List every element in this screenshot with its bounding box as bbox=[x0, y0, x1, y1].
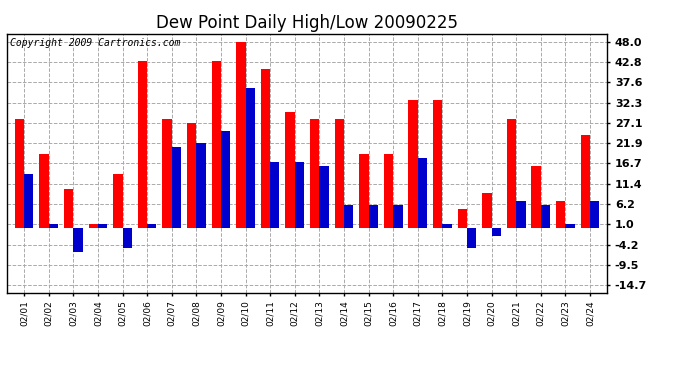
Bar bbox=[467, 228, 476, 248]
Bar bbox=[417, 158, 427, 228]
Bar bbox=[197, 143, 206, 228]
Bar bbox=[507, 119, 516, 228]
Bar bbox=[123, 228, 132, 248]
Bar bbox=[221, 131, 230, 228]
Bar bbox=[212, 61, 221, 228]
Bar bbox=[580, 135, 590, 228]
Bar bbox=[187, 123, 197, 228]
Bar bbox=[14, 119, 24, 228]
Bar bbox=[393, 205, 402, 228]
Bar bbox=[531, 166, 541, 228]
Bar bbox=[344, 205, 353, 228]
Bar bbox=[64, 189, 73, 228]
Title: Dew Point Daily High/Low 20090225: Dew Point Daily High/Low 20090225 bbox=[156, 14, 458, 32]
Bar bbox=[442, 224, 452, 228]
Bar bbox=[482, 193, 491, 228]
Bar bbox=[516, 201, 526, 228]
Bar bbox=[246, 88, 255, 228]
Bar bbox=[556, 201, 565, 228]
Bar bbox=[113, 174, 123, 228]
Bar bbox=[286, 112, 295, 228]
Bar bbox=[359, 154, 368, 228]
Bar bbox=[433, 100, 442, 228]
Bar bbox=[368, 205, 378, 228]
Bar bbox=[384, 154, 393, 228]
Bar bbox=[98, 224, 107, 228]
Bar bbox=[261, 69, 270, 228]
Bar bbox=[162, 119, 172, 228]
Bar bbox=[295, 162, 304, 228]
Bar bbox=[590, 201, 600, 228]
Bar bbox=[172, 147, 181, 228]
Bar bbox=[147, 224, 157, 228]
Bar bbox=[39, 154, 49, 228]
Bar bbox=[491, 228, 501, 236]
Text: Copyright 2009 Cartronics.com: Copyright 2009 Cartronics.com bbox=[10, 38, 180, 48]
Bar bbox=[408, 100, 417, 228]
Bar bbox=[457, 209, 467, 228]
Bar bbox=[88, 224, 98, 228]
Bar bbox=[541, 205, 550, 228]
Bar bbox=[138, 61, 147, 228]
Bar bbox=[49, 224, 58, 228]
Bar bbox=[335, 119, 344, 228]
Bar bbox=[270, 162, 279, 228]
Bar bbox=[24, 174, 34, 228]
Bar bbox=[73, 228, 83, 252]
Bar bbox=[565, 224, 575, 228]
Bar bbox=[310, 119, 319, 228]
Bar bbox=[319, 166, 328, 228]
Bar bbox=[236, 42, 246, 228]
